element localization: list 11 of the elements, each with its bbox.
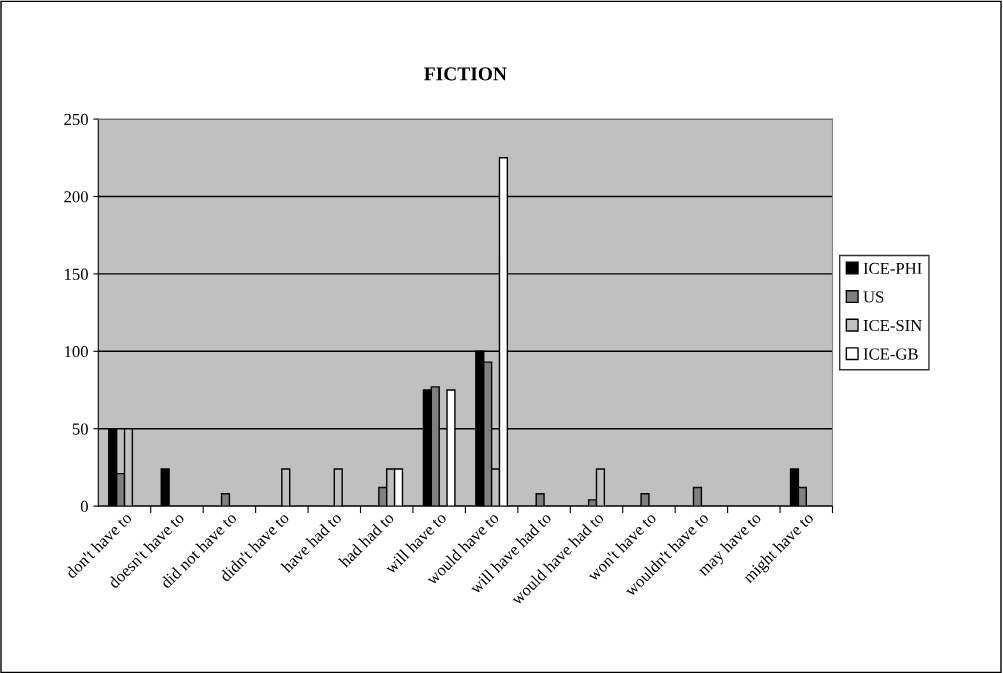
legend-label: ICE-SIN: [863, 319, 922, 332]
y-tick-label: 200: [64, 191, 88, 203]
legend-label: ICE-PHI: [863, 262, 922, 275]
chart-title: FICTION: [424, 67, 507, 81]
y-tick-label: 250: [64, 113, 88, 126]
y-tick-label: 0: [80, 500, 88, 513]
legend-label: ICE-GB: [863, 348, 918, 360]
y-tick-label: 50: [72, 423, 88, 435]
y-tick-label: 150: [65, 268, 88, 280]
legend-label: US: [863, 291, 884, 303]
y-tick-label: 100: [65, 346, 88, 358]
